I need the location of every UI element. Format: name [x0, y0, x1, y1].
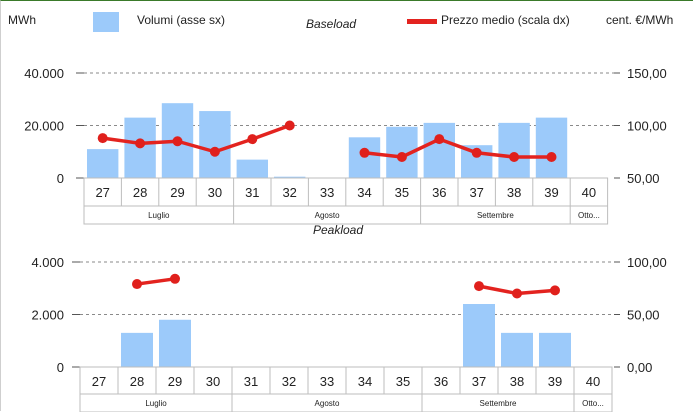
- right-tick-label: 100,00: [627, 255, 667, 270]
- volume-bar: [423, 122, 455, 178]
- week-tick-label: 37: [469, 185, 483, 200]
- volume-bar: [121, 332, 153, 367]
- left-tick-label: 0: [57, 360, 64, 375]
- volume-bar: [274, 176, 306, 178]
- week-tick-label: 30: [206, 374, 220, 389]
- week-tick-label: 40: [582, 185, 596, 200]
- price-point: [170, 273, 180, 284]
- week-tick-label: 31: [244, 374, 258, 389]
- left-tick-label: 40.000: [24, 66, 64, 81]
- week-tick-label: 35: [395, 185, 409, 200]
- bar-legend-swatch: [93, 12, 119, 32]
- price-point: [509, 152, 520, 162]
- volume-bar: [236, 159, 268, 178]
- month-label: Luglio: [148, 211, 170, 220]
- price-point: [172, 136, 183, 147]
- week-tick-label: 34: [358, 374, 372, 389]
- peakload-title: Peakload: [313, 223, 363, 237]
- week-tick-label: 27: [92, 374, 106, 389]
- price-point: [471, 147, 482, 158]
- price-point: [474, 281, 484, 292]
- price-point: [284, 120, 295, 131]
- week-tick-label: 32: [282, 185, 296, 200]
- price-point: [550, 285, 560, 296]
- right-tick-label: 50,00: [627, 171, 660, 186]
- price-line: [364, 137, 552, 159]
- volume-bar: [87, 149, 119, 178]
- week-tick-label: 30: [208, 185, 222, 200]
- week-tick-label: 39: [548, 374, 562, 389]
- month-label: Luglio: [145, 399, 167, 408]
- price-point: [434, 134, 445, 145]
- volume-bar: [539, 332, 571, 367]
- week-tick-label: 28: [133, 185, 147, 200]
- week-tick-label: 36: [434, 374, 448, 389]
- volume-bar: [463, 304, 495, 367]
- week-tick-label: 29: [168, 374, 182, 389]
- right-tick-label: 100,00: [627, 119, 667, 134]
- week-tick-label: 31: [245, 185, 259, 200]
- price-point: [247, 134, 258, 145]
- week-tick-label: 38: [510, 374, 524, 389]
- week-tick-label: 28: [130, 374, 144, 389]
- month-label: Settembre: [477, 211, 514, 220]
- week-tick-label: 39: [544, 185, 558, 200]
- price-point: [97, 133, 108, 144]
- volume-bar: [199, 111, 231, 178]
- week-tick-label: 40: [586, 374, 600, 389]
- week-tick-label: 27: [95, 185, 109, 200]
- right-unit-label: cent. €/MWh: [606, 13, 674, 27]
- price-line: [136, 277, 176, 286]
- price-point: [209, 146, 220, 157]
- right-tick-label: 0,00: [627, 360, 652, 375]
- week-tick-label: 38: [507, 185, 521, 200]
- week-tick-label: 33: [320, 374, 334, 389]
- baseload-title: Baseload: [306, 17, 357, 31]
- week-tick-label: 36: [432, 185, 446, 200]
- left-tick-label: 20.000: [24, 119, 64, 134]
- volume-bar: [498, 122, 530, 178]
- line-legend-label: Prezzo medio (scala dx): [441, 13, 570, 27]
- week-tick-label: 37: [472, 374, 486, 389]
- month-label: Settembre: [480, 399, 517, 408]
- week-tick-label: 34: [357, 185, 371, 200]
- left-tick-label: 2.000: [31, 308, 64, 323]
- price-point: [546, 152, 557, 162]
- bar-legend-label: Volumi (asse sx): [137, 13, 226, 27]
- volume-bar: [535, 117, 568, 178]
- left-tick-label: 0: [57, 171, 64, 186]
- week-tick-label: 29: [170, 185, 184, 200]
- price-point: [132, 279, 142, 290]
- month-label: Agosto: [315, 399, 340, 408]
- right-tick-label: 150,00: [627, 66, 667, 81]
- volume-bar: [159, 319, 191, 367]
- price-point: [359, 147, 370, 158]
- month-label: Otto...: [582, 399, 604, 408]
- line-legend-swatch: [407, 19, 437, 24]
- month-label: Otto...: [578, 211, 600, 220]
- month-label: Agosto: [315, 211, 340, 220]
- price-point: [512, 288, 522, 299]
- price-point: [396, 152, 407, 162]
- week-tick-label: 33: [320, 185, 334, 200]
- left-unit-label: MWh: [8, 13, 36, 27]
- week-tick-label: 35: [396, 374, 410, 389]
- price-point: [135, 138, 146, 149]
- left-tick-label: 4.000: [31, 255, 64, 270]
- price-line: [102, 123, 291, 154]
- week-tick-label: 32: [282, 374, 296, 389]
- volume-bar: [501, 332, 533, 367]
- right-tick-label: 50,00: [627, 308, 660, 323]
